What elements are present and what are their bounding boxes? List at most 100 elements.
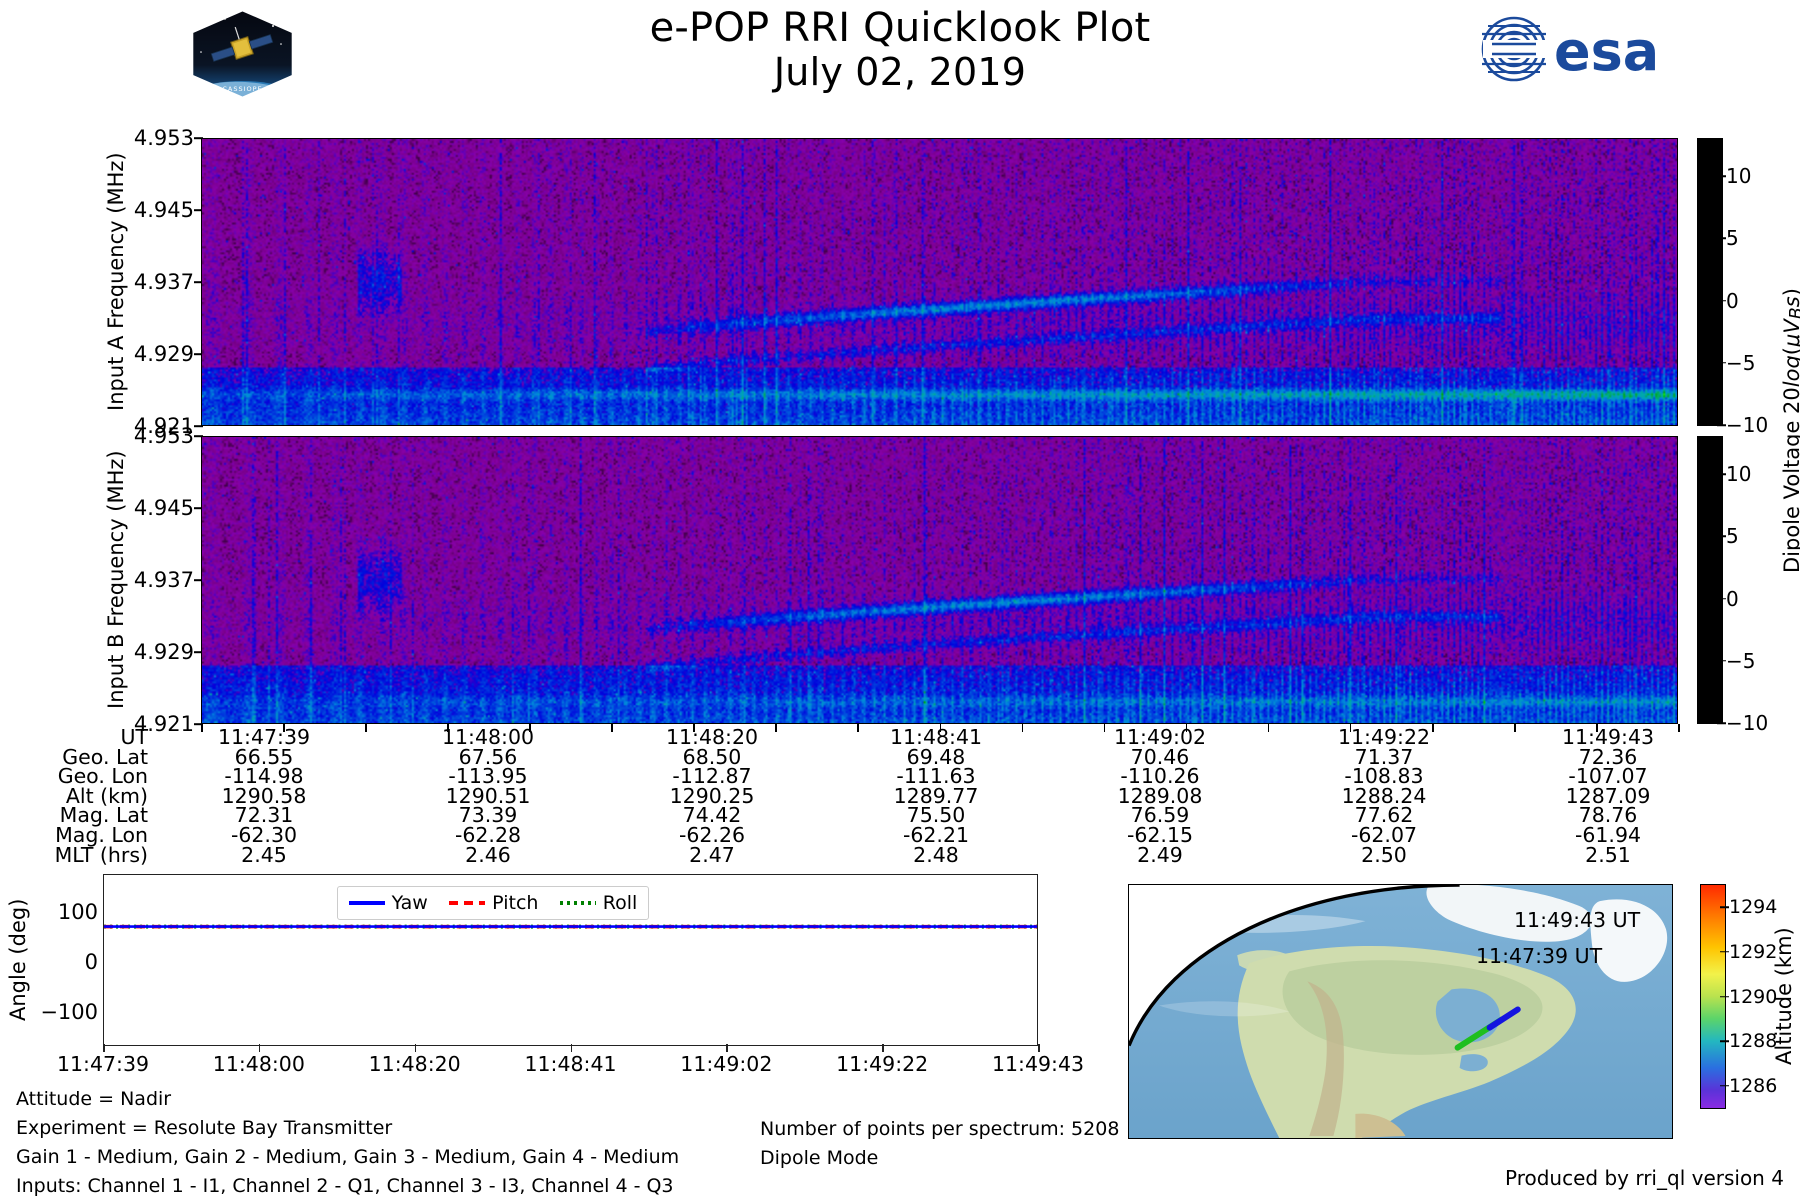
table-cell: -110.26 bbox=[1120, 764, 1200, 789]
colorbar-tick-label: 0 bbox=[1717, 587, 1739, 611]
ephemeris-table: UT 11:47:39 11:48:00 11:48:20 11:48:41 11:49:… bbox=[0, 725, 1720, 867]
table-cell: 2.48 bbox=[913, 842, 959, 867]
title-line-1: e-POP RRI Quicklook Plot bbox=[649, 5, 1151, 51]
frequency-tick-mark bbox=[194, 281, 203, 283]
produced-by-text: Produced by rri_ql version 4 bbox=[1505, 1166, 1784, 1190]
table-row: MLT (hrs) 2.45 2.46 2.47 2.48 2.49 2.50 2.51 bbox=[0, 842, 1720, 867]
table-cell: -113.95 bbox=[448, 764, 528, 789]
table-cell: -108.83 bbox=[1344, 764, 1424, 789]
table-cell: -62.21 bbox=[902, 822, 970, 847]
table-cell: -61.94 bbox=[1574, 822, 1642, 847]
table-cell: 71.37 bbox=[1354, 744, 1414, 769]
map-end-time-label: 11:49:43 UT bbox=[1514, 908, 1641, 932]
time-tick-mark bbox=[1103, 724, 1106, 732]
attitude-xticks: 11:47:39 11:48:00 11:48:20 11:48:41 11:49:02… bbox=[57, 1044, 1084, 1082]
table-cell: 1288.24 bbox=[1341, 783, 1427, 808]
colorbar-tick-mark bbox=[1717, 473, 1726, 476]
table-cell: 11:49:43 bbox=[1561, 725, 1655, 749]
frequency-tick-mark bbox=[194, 507, 203, 509]
time-tick-mark bbox=[1185, 724, 1188, 732]
frequency-tick-label: 4.929 bbox=[133, 640, 194, 664]
table-cell: 2.49 bbox=[1137, 842, 1183, 867]
table-cell: 70.46 bbox=[1130, 744, 1190, 769]
attitude-ylabel: Angle (deg) bbox=[6, 898, 30, 1022]
table-cell: -107.07 bbox=[1568, 764, 1648, 789]
table-cell: 1287.09 bbox=[1565, 783, 1651, 808]
orbit-ground-track-map[interactable]: 11:49:43 UT 11:47:39 UT bbox=[1128, 884, 1673, 1139]
table-row: Alt (km) 1290.58 1290.51 1290.25 1289.77 1289… bbox=[0, 783, 1720, 808]
spectrogram-input-a[interactable] bbox=[201, 138, 1678, 426]
time-tick-mark bbox=[201, 724, 203, 732]
footer-left-block: Attitude = Nadir Experiment = Resolute B… bbox=[16, 1085, 679, 1201]
table-row-label: Alt (km) bbox=[65, 783, 148, 808]
attitude-yticks: 100 0 −100 bbox=[30, 874, 98, 1046]
time-tick-mark bbox=[1349, 724, 1352, 732]
altitude-tick-mark bbox=[1720, 1040, 1729, 1042]
colorbar-tick-label: 5 bbox=[1717, 226, 1739, 250]
time-tick-mark bbox=[1021, 724, 1024, 732]
time-tick-mark bbox=[1513, 724, 1516, 732]
altitude-tick-label: 1288 bbox=[1720, 1030, 1777, 1052]
table-row-label: MLT (hrs) bbox=[54, 842, 148, 867]
table-row-label: Geo. Lon bbox=[57, 764, 148, 789]
time-tick-mark bbox=[1595, 724, 1598, 732]
colorbar-tick-mark bbox=[1717, 535, 1726, 538]
time-tick-mark bbox=[529, 724, 531, 732]
frequency-tick-mark bbox=[194, 425, 203, 427]
altitude-tick-mark bbox=[1720, 995, 1729, 998]
colorbar-tick-label: 10 bbox=[1717, 164, 1751, 188]
time-tick-label: 11:48:00 bbox=[212, 1052, 305, 1076]
frequency-tick-mark bbox=[194, 651, 203, 653]
colorbar-tick-mark bbox=[1717, 362, 1726, 364]
time-tick-label: 11:49:02 bbox=[680, 1052, 773, 1076]
legend-item: Pitch bbox=[449, 892, 538, 914]
table-cell: 2.45 bbox=[241, 842, 287, 867]
frequency-tick-mark bbox=[194, 723, 203, 725]
table-cell: -62.30 bbox=[230, 822, 298, 847]
table-cell: 2.50 bbox=[1361, 842, 1407, 867]
frequency-tick-mark bbox=[194, 209, 203, 211]
table-cell: 76.59 bbox=[1130, 803, 1190, 828]
time-tick-label: 11:48:20 bbox=[368, 1052, 461, 1076]
table-cell: 1290.25 bbox=[669, 783, 755, 808]
table-cell: 11:48:20 bbox=[665, 725, 759, 749]
table-cell: 66.55 bbox=[234, 744, 294, 769]
time-tick-mark bbox=[775, 724, 778, 732]
ground-track-end-segment bbox=[1486, 1006, 1521, 1031]
points-per-spectrum-text: Number of points per spectrum: 5208 bbox=[760, 1118, 1120, 1140]
inputs-text: Inputs: Channel 1 - I1, Channel 2 - Q1, … bbox=[16, 1175, 674, 1197]
legend-label: Roll bbox=[602, 892, 638, 914]
table-cell: 72.36 bbox=[1578, 744, 1638, 769]
spectrogram-input-b[interactable] bbox=[201, 436, 1678, 724]
colorbar-tick-label: −5 bbox=[1717, 649, 1755, 673]
altitude-colorbar: 1294 1292 1290 1288 1286 bbox=[1700, 884, 1777, 1109]
attitude-legend: Yaw Pitch Roll bbox=[337, 886, 649, 920]
table-cell: -62.28 bbox=[454, 822, 522, 847]
table-row: Mag. Lon -62.30 -62.28 -62.26 -62.21 -62.15 -6… bbox=[0, 822, 1720, 847]
altitude-tick-mark bbox=[1720, 951, 1729, 953]
table-row: Geo. Lat 66.55 67.56 68.50 69.48 70.46 71.37 72… bbox=[0, 744, 1720, 769]
table-cell: 68.50 bbox=[682, 744, 742, 769]
table-cell: -112.87 bbox=[672, 764, 752, 789]
dipole-voltage-colorbar-a: 10 5 0 −5 −10 bbox=[1697, 138, 1768, 437]
panel-a-ylabel: Input A Frequency (MHz) bbox=[104, 152, 128, 412]
table-cell: 2.46 bbox=[465, 842, 511, 867]
table-row-label: Mag. Lat bbox=[59, 803, 148, 828]
time-tick-mark bbox=[939, 724, 942, 732]
altitude-tick-mark bbox=[1720, 906, 1729, 909]
altitude-colorbar-label: Altitude (km) bbox=[1772, 927, 1796, 1066]
table-row-label: Geo. Lat bbox=[62, 744, 148, 769]
colorbar-tick-mark bbox=[1717, 597, 1726, 600]
table-cell: -114.98 bbox=[224, 764, 304, 789]
table-row-label: UT bbox=[120, 725, 148, 749]
altitude-tick-label: 1294 bbox=[1720, 896, 1777, 918]
time-tick-mark bbox=[1267, 724, 1270, 732]
time-tick-mark bbox=[1678, 724, 1680, 732]
colorbar-tick-mark bbox=[1717, 722, 1726, 724]
table-cell: 1290.58 bbox=[221, 783, 307, 808]
table-cell: 75.50 bbox=[906, 803, 966, 828]
table-cell: 73.39 bbox=[458, 803, 518, 828]
frequency-tick-mark bbox=[194, 435, 203, 437]
time-tick-mark bbox=[365, 724, 367, 732]
table-cell: -62.15 bbox=[1126, 822, 1194, 847]
